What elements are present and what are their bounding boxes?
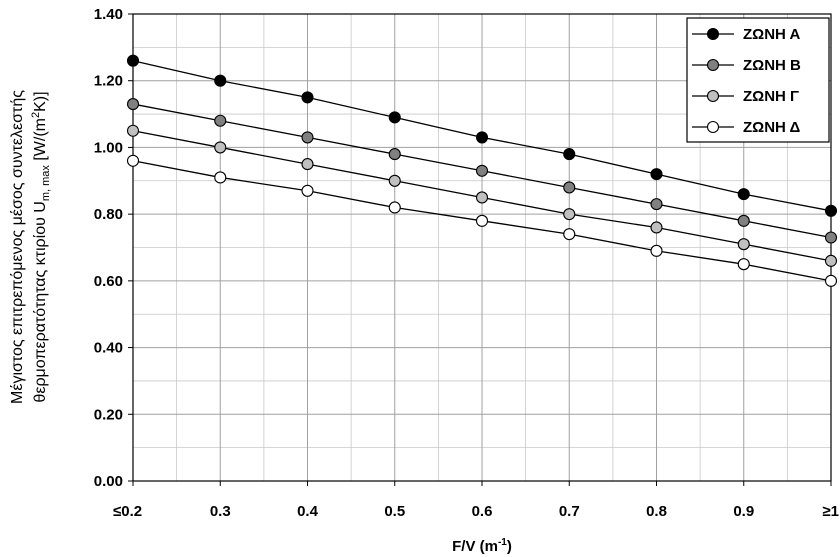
legend: ΖΩΝΗ Α ΖΩΝΗ Β ΖΩΝΗ Γ ΖΩΝΗ Δ	[686, 17, 830, 143]
data-point	[475, 131, 489, 144]
data-point	[737, 258, 750, 271]
data-point	[563, 228, 576, 241]
data-point	[824, 204, 838, 217]
data-point	[475, 164, 489, 177]
data-point	[301, 184, 314, 197]
legend-label: ΖΩΝΗ Α	[743, 26, 800, 43]
data-point	[650, 221, 663, 234]
x-axis-title: F/V (m-1)	[452, 537, 512, 555]
data-point	[126, 98, 140, 111]
legend-marker	[706, 58, 720, 72]
legend-marker	[706, 89, 720, 103]
data-point	[563, 148, 576, 161]
data-point	[388, 174, 401, 187]
y-axis-title: Μέγιστος επιτρεπόμενος μέσος συντελεστής…	[9, 90, 52, 404]
y-axis-title-line-2: θερμοπερατότητας κτιρίου Um, max [W/(m2K…	[30, 91, 52, 402]
y-tick-label: 0.40	[94, 340, 123, 357]
series-layer	[126, 54, 838, 287]
y-tick-label: 1.20	[94, 73, 123, 90]
legend-label: ΖΩΝΗ Β	[743, 57, 801, 74]
y-tick-label: 0.60	[94, 273, 123, 290]
y-tick-label: 1.00	[94, 139, 123, 156]
data-point	[737, 188, 750, 201]
data-point	[301, 91, 314, 104]
x-tick-label: ≤0.2	[113, 503, 142, 520]
y-axis-ticks: 0.00 0.20 0.40 0.60 0.80 1.00 1.20 1.40	[94, 6, 133, 490]
data-point	[737, 238, 750, 251]
x-tick-label: 0.4	[297, 503, 319, 520]
data-point	[214, 171, 227, 184]
data-point	[650, 168, 663, 181]
data-point	[475, 191, 489, 204]
data-point	[650, 244, 663, 257]
data-point	[824, 274, 838, 287]
data-point	[214, 141, 227, 154]
y-axis-title-line-1: Μέγιστος επιτρεπόμενος μέσος συντελεστής	[9, 90, 26, 404]
data-point	[388, 201, 401, 214]
data-point	[301, 158, 314, 171]
data-point	[126, 54, 140, 67]
x-tick-label: 0.9	[733, 503, 754, 520]
x-tick-label: 0.5	[384, 503, 405, 520]
y-tick-label: 0.00	[94, 473, 123, 490]
data-point	[388, 148, 401, 161]
data-point	[214, 74, 227, 87]
y-tick-label: 1.40	[94, 6, 123, 23]
legend-label: ΖΩΝΗ Δ	[743, 119, 800, 136]
x-tick-label: 0.6	[472, 503, 493, 520]
y-tick-label: 0.20	[94, 406, 123, 423]
data-point	[737, 214, 750, 227]
data-point	[650, 198, 663, 211]
x-tick-label: 0.3	[210, 503, 231, 520]
data-point	[126, 154, 140, 167]
data-point	[563, 181, 576, 194]
legend-marker	[706, 120, 720, 134]
y-tick-label: 0.80	[94, 206, 123, 223]
data-point	[475, 214, 489, 227]
data-point	[824, 231, 838, 244]
legend-label: ΖΩΝΗ Γ	[743, 88, 799, 105]
x-tick-label: 0.8	[646, 503, 667, 520]
data-point	[824, 254, 838, 267]
data-point	[301, 131, 314, 144]
data-point	[563, 208, 576, 221]
data-point	[388, 111, 401, 124]
x-axis-ticks: ≤0.2 0.3 0.4 0.5 0.6 0.7 0.8 0.9 ≥1	[113, 481, 839, 520]
data-point	[126, 124, 140, 137]
data-point	[214, 114, 227, 127]
x-tick-label: ≥1	[822, 503, 839, 520]
legend-marker	[706, 27, 720, 41]
x-tick-label: 0.7	[559, 503, 580, 520]
